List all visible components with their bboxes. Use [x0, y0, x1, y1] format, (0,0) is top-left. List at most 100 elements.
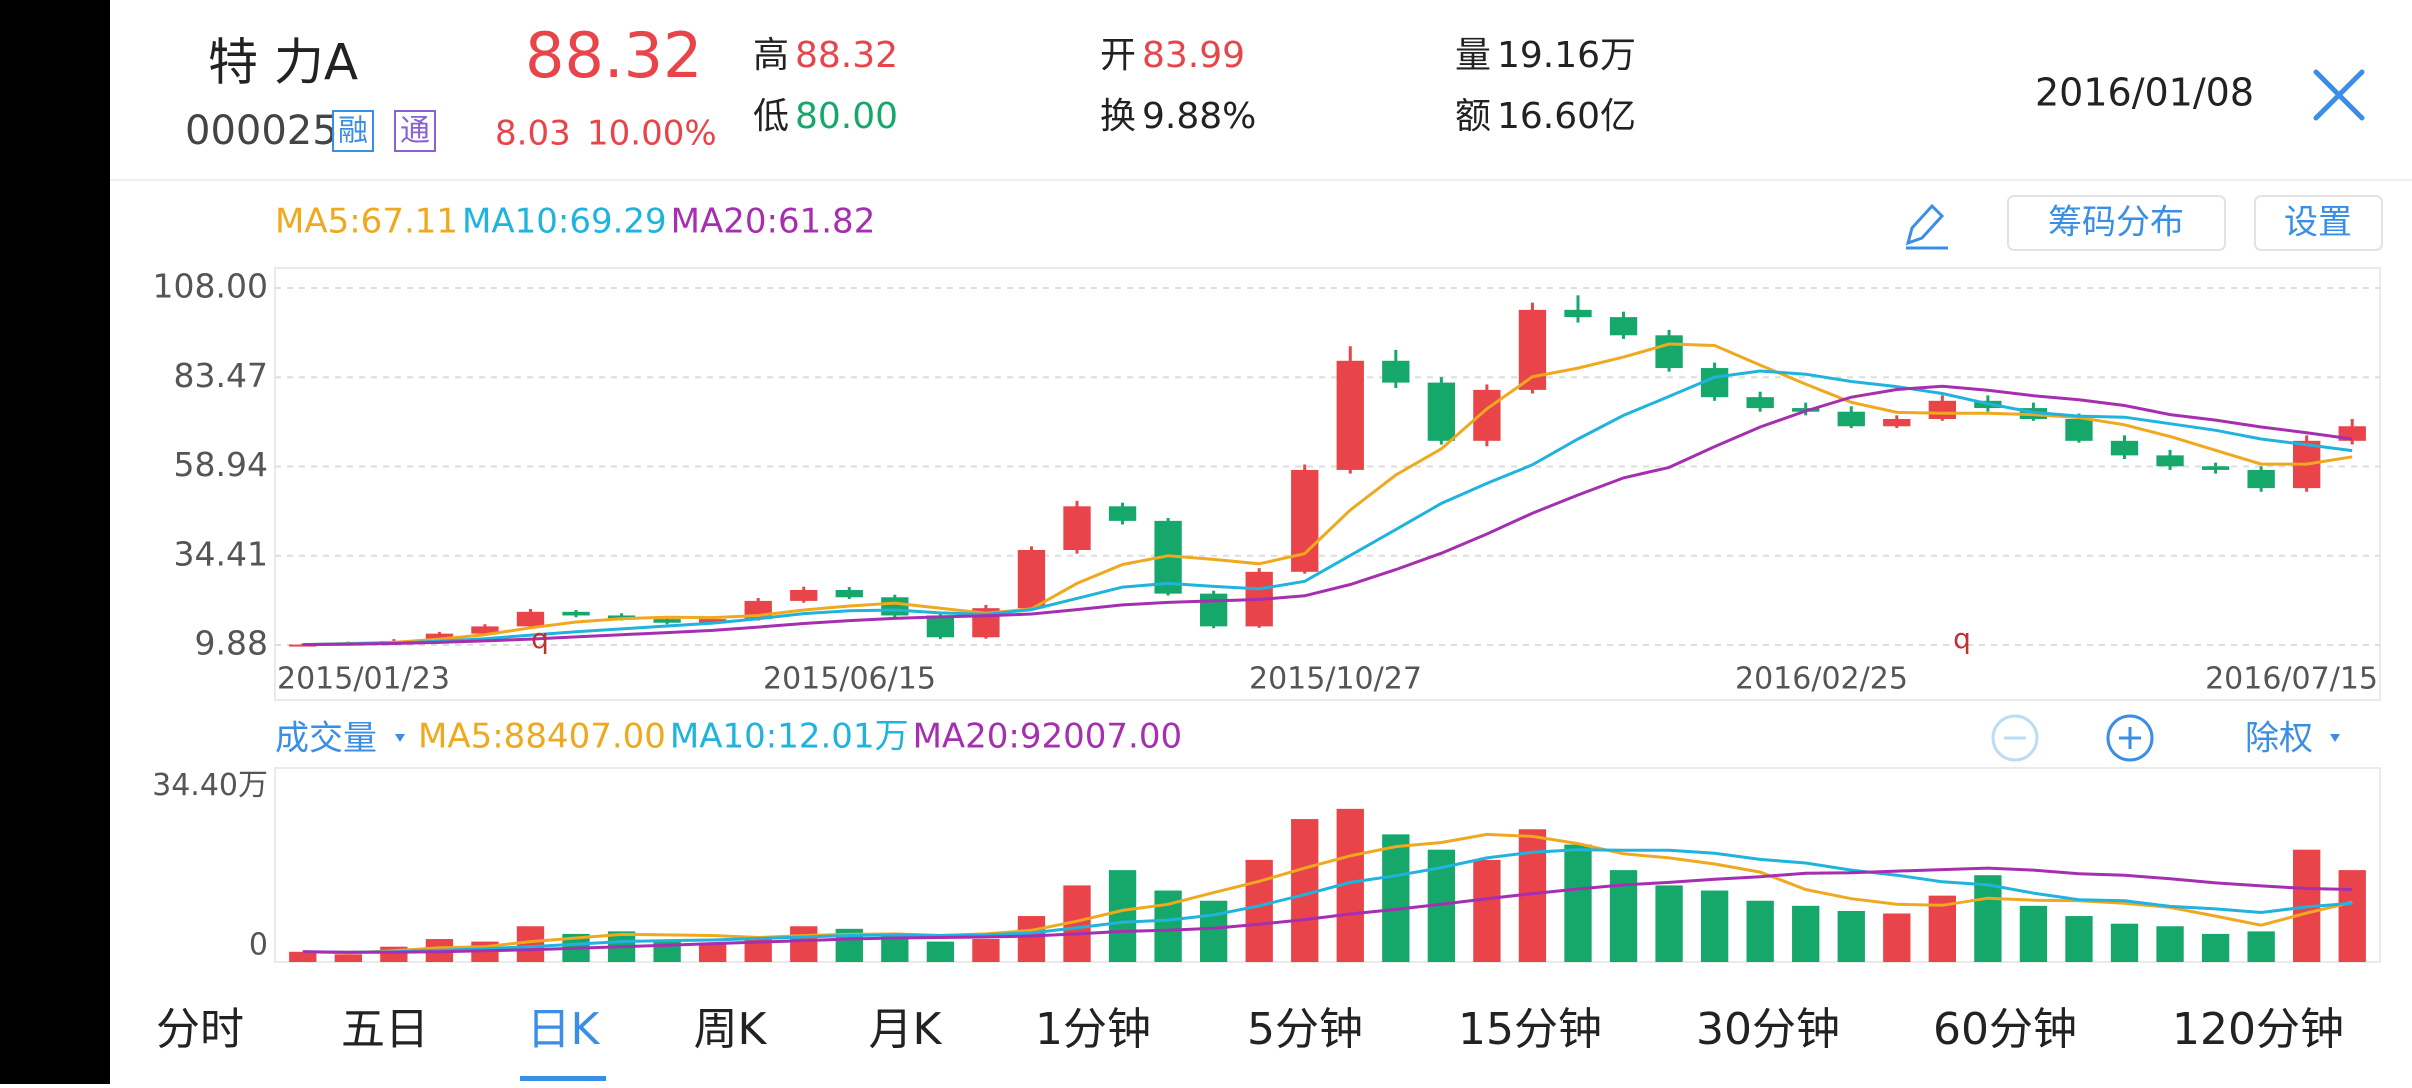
candle-body	[425, 633, 454, 641]
quote-label: 低	[753, 96, 789, 137]
volume-bar	[1700, 890, 1729, 962]
quote-label: 高	[753, 35, 789, 76]
ma-line	[302, 832, 2353, 955]
volume-bar	[1291, 819, 1319, 962]
candle-body	[1199, 593, 1228, 627]
tab[interactable]: 分时	[156, 1004, 244, 1055]
tab[interactable]: 30分钟	[1696, 1004, 1840, 1055]
volume-bar	[289, 951, 317, 962]
button[interactable]	[2254, 195, 2383, 251]
candle-body	[1746, 397, 1774, 409]
badge: 融	[338, 114, 368, 149]
quote-label: 换	[1100, 96, 1136, 137]
volume-bar	[1473, 859, 1501, 962]
candle-body	[1837, 411, 1865, 427]
volume-bar	[2019, 905, 2048, 962]
ma-line	[302, 369, 2353, 647]
quote-value: 88.32	[795, 35, 898, 76]
quote-value: 16.60亿	[1497, 96, 1636, 137]
x-tick-label: 2015/10/27	[1249, 662, 1422, 697]
tab[interactable]: 1分钟	[1035, 1004, 1151, 1055]
volume-bar	[699, 944, 727, 962]
adjust-label[interactable]: 除权	[2245, 719, 2313, 759]
tab[interactable]: 周K	[694, 1004, 768, 1055]
volume-bar	[1974, 875, 2002, 962]
volume-bar	[1108, 870, 1137, 962]
candle-body	[1883, 418, 1911, 427]
ma-line	[302, 848, 2353, 954]
x-tick-label: 2015/01/23	[277, 662, 450, 697]
y-tick-label: 34.40万	[152, 768, 268, 803]
tab[interactable]: 5分钟	[1247, 1004, 1363, 1055]
volume-bar	[972, 939, 1000, 962]
y-tick-label: 9.88	[195, 624, 268, 663]
candle-body	[1564, 309, 1592, 318]
volume-bar	[1382, 834, 1410, 962]
tab[interactable]: 日K	[527, 1004, 601, 1055]
volume-bar	[1199, 900, 1228, 962]
candle-body	[2065, 418, 2093, 441]
tab[interactable]: 15分钟	[1458, 1004, 1602, 1055]
stock-code: 000025	[185, 108, 338, 154]
zoom-in[interactable]	[2106, 714, 2154, 762]
legend-entry: MA20:61.82	[671, 202, 876, 242]
candle-body	[790, 589, 818, 601]
y-tick-label: 0	[249, 928, 268, 963]
marker: q	[1953, 622, 1971, 655]
marker: q	[531, 622, 549, 655]
candle-body	[516, 611, 545, 627]
volume-bar	[2247, 931, 2275, 962]
close-button[interactable]	[2313, 69, 2365, 121]
quote-label: 额	[1455, 96, 1491, 137]
change: 8.03	[495, 114, 571, 154]
quote-label: 开	[1100, 35, 1136, 76]
volume-bar	[2065, 916, 2093, 962]
button-label[interactable]: 设置	[2284, 203, 2352, 243]
candle-body	[1017, 549, 1046, 609]
volume-bar	[1655, 885, 1683, 962]
tab[interactable]: 60分钟	[1933, 1004, 2077, 1055]
ma-line	[302, 342, 2353, 647]
x-tick-label: 2015/06/15	[763, 662, 936, 697]
dropdown-icon[interactable]	[2330, 734, 2340, 742]
volume-title: 成交量	[275, 719, 377, 759]
left-bar	[0, 0, 110, 1084]
x-tick-label: 2016/02/25	[1735, 662, 1908, 697]
volume-bar	[2110, 923, 2139, 962]
volume-bar	[516, 926, 545, 962]
x-tick-label: 2016/07/15	[2205, 662, 2378, 697]
quote-value: 19.16万	[1497, 35, 1636, 76]
button[interactable]	[2007, 195, 2226, 251]
candle-body	[562, 611, 590, 616]
change-pct: 10.00%	[587, 114, 717, 154]
candle-body	[2201, 466, 2230, 470]
candle-body	[1427, 382, 1456, 441]
zoom-out[interactable]	[1991, 714, 2039, 762]
date: 2016/01/08	[2035, 71, 2254, 115]
edit-icon[interactable]	[1905, 203, 1948, 250]
badge-box	[394, 110, 436, 152]
volume-bar	[2338, 870, 2366, 962]
tabs: 分时 五日 日K 周K 月K 1分钟 5分钟 15分钟 30分钟 60分钟 120分钟	[156, 1004, 2344, 1081]
legend-entry: MA10:12.01万	[670, 717, 909, 757]
tab[interactable]: 五日	[341, 1004, 429, 1055]
legend-entry: MA10:69.29	[462, 202, 667, 242]
volume-bar	[790, 926, 818, 962]
volume-bar	[334, 954, 362, 962]
button-label[interactable]: 筹码分布	[2048, 203, 2184, 243]
candle-body	[471, 626, 499, 634]
quote-label: 量	[1455, 35, 1491, 76]
tab[interactable]: 月K	[869, 1004, 943, 1055]
tab[interactable]: 120分钟	[2172, 1004, 2344, 1055]
candle-body	[1928, 400, 1956, 419]
volume-bar	[1017, 916, 1046, 962]
legend-entry: MA5:88407.00	[418, 717, 666, 757]
volume-bar	[1245, 859, 1273, 962]
candle-body	[2247, 469, 2275, 489]
volume-bar	[1746, 900, 1774, 962]
ma-line	[302, 866, 2353, 954]
dropdown-icon[interactable]	[395, 734, 405, 742]
y-tick-label: 83.47	[174, 356, 268, 395]
y-tick-label: 34.41	[174, 534, 268, 573]
